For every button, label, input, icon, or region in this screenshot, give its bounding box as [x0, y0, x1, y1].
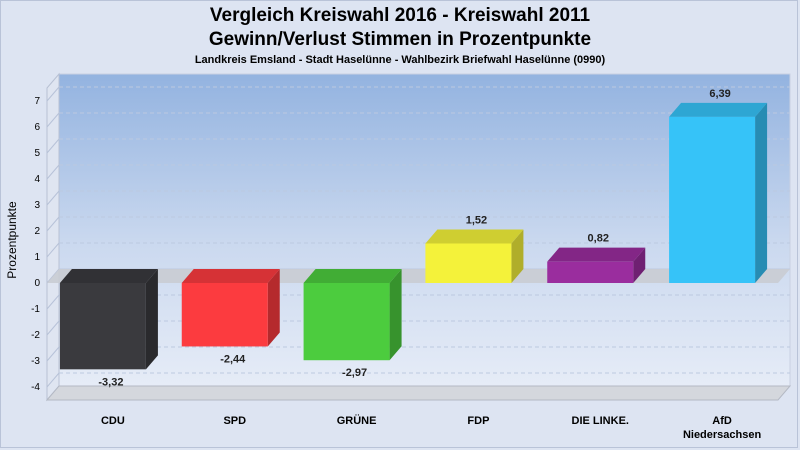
bars — [59, 102, 768, 370]
chart-subtitle: Landkreis Emsland - Stadt Haselünne - Wa… — [194, 54, 606, 66]
y-tick-label: 0 — [34, 278, 40, 289]
bar — [547, 247, 646, 283]
value-label: 0,82 — [588, 233, 609, 245]
x-tick-label: AfD — [712, 415, 732, 427]
gridline-diagonal — [46, 112, 60, 128]
y-tick-label: 6 — [34, 122, 40, 133]
chart-title: Vergleich Kreiswahl 2016 - Kreiswahl 201… — [209, 5, 591, 26]
y-tick-label: 5 — [34, 148, 40, 159]
plot-back-wall — [58, 73, 791, 387]
chart-title-line2: Gewinn/Verlust Stimmen in Prozentpunkte — [208, 29, 592, 50]
x-tick-label: DIE LINKE. — [572, 415, 629, 427]
bar-front — [669, 116, 756, 283]
y-tick-label: -1 — [31, 304, 40, 315]
bar-front — [59, 283, 146, 370]
y-tick-label: 3 — [34, 200, 40, 211]
y-tick-label: -2 — [31, 330, 40, 341]
value-label: 1,52 — [466, 214, 487, 226]
bar — [181, 269, 280, 347]
y-tick-label: -4 — [31, 382, 40, 393]
gridline-diagonal — [46, 346, 60, 362]
x-tick-label: FDP — [467, 415, 489, 427]
y-tick-label: 7 — [34, 96, 40, 107]
gridline-diagonal — [46, 294, 60, 310]
x-tick-label: Niedersachsen — [683, 429, 762, 441]
value-label: 6,39 — [709, 88, 730, 100]
gridline-diagonal — [46, 138, 60, 154]
value-labels: -3,32 -2,44 -2,97 1,52 0,82 6,39 — [98, 88, 730, 388]
bar-side — [755, 102, 768, 283]
gridline-diagonal — [46, 372, 60, 388]
gridline-diagonal — [46, 86, 60, 102]
y-tick-label: 1 — [34, 252, 40, 263]
bar — [669, 102, 768, 283]
gridline-diagonal — [46, 216, 60, 232]
gridline-diagonal — [46, 164, 60, 180]
value-label: -2,44 — [220, 353, 246, 365]
plot-left-wall — [46, 72, 60, 402]
bar-side — [145, 269, 158, 370]
bar-side — [267, 269, 280, 347]
bar-top — [669, 102, 768, 117]
bar-top — [59, 269, 158, 283]
y-tick-label: 2 — [34, 226, 40, 237]
bar-side — [633, 247, 646, 283]
bar-front — [181, 283, 268, 347]
y-axis-ticks: -4 -3 -2 -1 0 1 2 3 4 5 6 7 — [31, 96, 40, 393]
bar — [425, 229, 524, 283]
x-tick-label: GRÜNE — [337, 414, 377, 427]
bar-side — [389, 269, 402, 361]
value-label: -2,97 — [342, 367, 367, 379]
bar-front — [303, 283, 390, 361]
bar-top — [303, 269, 402, 283]
x-tick-label: CDU — [101, 415, 125, 427]
bar-side — [511, 229, 524, 283]
plot-floor — [45, 385, 792, 401]
plot-area — [45, 72, 792, 402]
bar — [59, 269, 158, 370]
bar-front — [425, 243, 512, 283]
gridline-diagonal — [46, 190, 60, 206]
bar — [303, 269, 402, 361]
x-tick-label: SPD — [223, 415, 246, 427]
gridline-diagonal — [46, 242, 60, 258]
y-tick-label: 4 — [34, 174, 40, 185]
bar-top — [425, 229, 524, 244]
bar-top — [547, 247, 646, 262]
bar-front — [547, 261, 634, 283]
bar-top — [181, 269, 280, 283]
y-tick-label: -3 — [31, 356, 40, 367]
x-axis-labels: CDU SPD GRÜNE FDP DIE LINKE. AfD Niedersachsen — [101, 414, 761, 441]
gridline-diagonal — [46, 320, 60, 336]
value-label: -3,32 — [98, 376, 123, 388]
